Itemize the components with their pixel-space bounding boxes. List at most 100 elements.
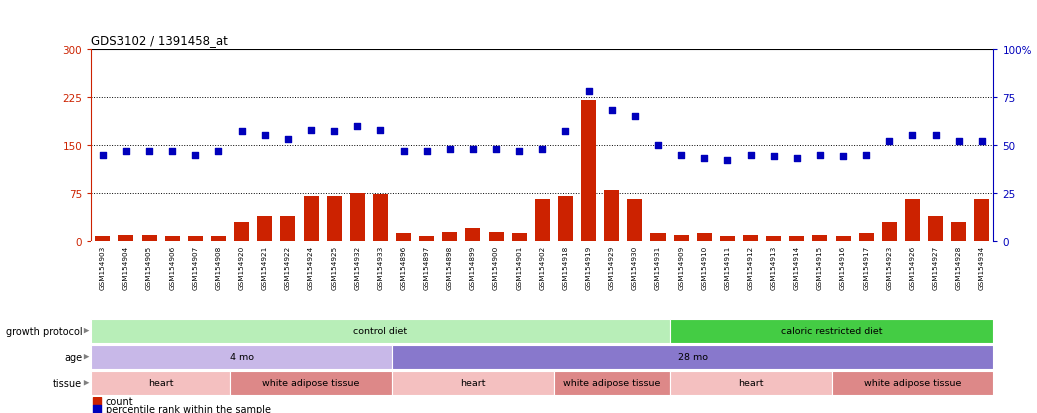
Point <box>94 152 111 159</box>
Bar <box>466 229 480 242</box>
Point <box>835 154 851 160</box>
Bar <box>373 195 388 242</box>
Point <box>418 148 435 154</box>
Text: heart: heart <box>148 378 173 387</box>
Text: GSM154930: GSM154930 <box>632 245 638 290</box>
Point <box>881 138 898 145</box>
Point <box>442 146 458 153</box>
Bar <box>211 237 226 242</box>
Text: GSM154928: GSM154928 <box>956 245 961 290</box>
Point <box>280 137 297 143</box>
Bar <box>674 235 689 242</box>
Text: GDS3102 / 1391458_at: GDS3102 / 1391458_at <box>91 34 228 47</box>
Text: GSM154898: GSM154898 <box>447 245 453 290</box>
Text: GSM154912: GSM154912 <box>748 245 754 290</box>
Text: GSM154925: GSM154925 <box>331 245 337 290</box>
Text: GSM154931: GSM154931 <box>655 245 661 290</box>
Point <box>303 127 319 133</box>
Bar <box>165 237 179 242</box>
Bar <box>975 200 989 242</box>
Text: GSM154913: GSM154913 <box>770 245 777 290</box>
Bar <box>859 234 874 242</box>
Text: GSM154927: GSM154927 <box>932 245 938 290</box>
Text: GSM154929: GSM154929 <box>609 245 615 290</box>
Point <box>858 152 874 159</box>
Bar <box>443 232 457 242</box>
Text: GSM154902: GSM154902 <box>539 245 545 290</box>
Text: GSM154933: GSM154933 <box>377 245 384 290</box>
Point <box>904 133 921 139</box>
Bar <box>419 237 435 242</box>
Text: GSM154910: GSM154910 <box>701 245 707 290</box>
Text: GSM154922: GSM154922 <box>285 245 291 290</box>
Text: growth protocol: growth protocol <box>5 326 82 336</box>
Point <box>349 123 366 130</box>
FancyBboxPatch shape <box>91 319 670 343</box>
Text: GSM154911: GSM154911 <box>725 245 730 290</box>
Point <box>788 156 805 162</box>
FancyBboxPatch shape <box>670 319 993 343</box>
Text: GSM154918: GSM154918 <box>562 245 568 290</box>
FancyBboxPatch shape <box>392 345 993 369</box>
Point <box>326 129 342 135</box>
Bar <box>535 200 550 242</box>
FancyBboxPatch shape <box>392 371 554 395</box>
Text: GSM154923: GSM154923 <box>887 245 893 290</box>
Text: control diet: control diet <box>354 326 408 335</box>
Text: GSM154900: GSM154900 <box>493 245 499 290</box>
Text: GSM154909: GSM154909 <box>678 245 684 290</box>
Bar <box>697 234 711 242</box>
Bar <box>304 197 318 242</box>
Bar <box>327 197 341 242</box>
Bar <box>720 237 735 242</box>
Text: 4 mo: 4 mo <box>229 352 254 361</box>
Point <box>765 154 782 160</box>
Point <box>465 146 481 153</box>
Point <box>557 129 573 135</box>
Text: white adipose tissue: white adipose tissue <box>563 378 661 387</box>
Text: GSM154903: GSM154903 <box>100 245 106 290</box>
FancyBboxPatch shape <box>554 371 670 395</box>
Point <box>812 152 829 159</box>
Point <box>233 129 250 135</box>
Text: heart: heart <box>737 378 763 387</box>
Bar <box>789 237 805 242</box>
Text: GSM154896: GSM154896 <box>400 245 407 290</box>
FancyBboxPatch shape <box>832 371 993 395</box>
Bar <box>511 234 527 242</box>
Text: GSM154906: GSM154906 <box>169 245 175 290</box>
Bar <box>812 235 828 242</box>
Bar <box>118 235 134 242</box>
Point <box>141 148 158 154</box>
FancyBboxPatch shape <box>91 345 392 369</box>
Text: GSM154908: GSM154908 <box>216 245 222 290</box>
Text: GSM154932: GSM154932 <box>355 245 360 290</box>
Bar <box>627 200 642 242</box>
Text: GSM154899: GSM154899 <box>470 245 476 290</box>
Bar <box>95 237 110 242</box>
Bar <box>558 197 573 242</box>
Point <box>581 88 597 95</box>
Point <box>673 152 690 159</box>
Text: white adipose tissue: white adipose tissue <box>262 378 360 387</box>
Bar <box>581 101 596 242</box>
Point <box>951 138 968 145</box>
Point <box>696 156 712 162</box>
Text: GSM154934: GSM154934 <box>979 245 985 290</box>
Text: GSM154916: GSM154916 <box>840 245 846 290</box>
Bar <box>836 237 850 242</box>
Point <box>626 114 643 120</box>
Text: GSM154917: GSM154917 <box>863 245 869 290</box>
Point <box>372 127 389 133</box>
Point <box>487 146 504 153</box>
Bar <box>744 235 758 242</box>
FancyBboxPatch shape <box>230 371 392 395</box>
Text: 28 mo: 28 mo <box>678 352 707 361</box>
Bar <box>488 232 504 242</box>
Bar <box>881 222 897 242</box>
Bar <box>650 234 666 242</box>
Point <box>187 152 203 159</box>
Text: count: count <box>106 396 134 406</box>
Bar <box>142 235 157 242</box>
Point <box>164 148 180 154</box>
